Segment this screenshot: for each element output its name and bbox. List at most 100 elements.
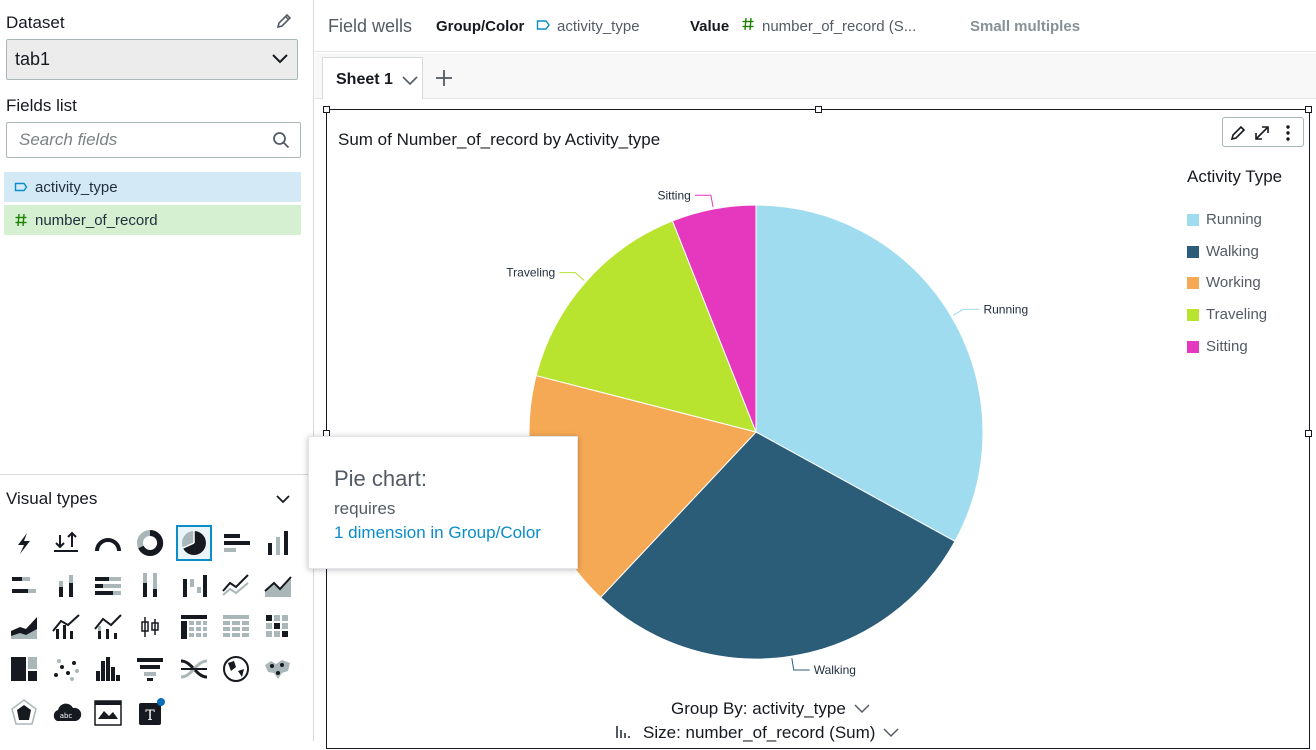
tab-sheet-1[interactable]: Sheet 1 xyxy=(322,57,423,99)
search-fields-input[interactable] xyxy=(7,123,247,157)
line-chart-icon[interactable] xyxy=(218,567,254,603)
pie-chart-icon[interactable] xyxy=(176,525,212,561)
expand-icon[interactable] xyxy=(1253,124,1271,142)
chevron-down-icon xyxy=(272,54,288,64)
pivot-table-icon[interactable] xyxy=(176,609,212,645)
sheet-tab-label: Sheet 1 xyxy=(336,71,393,88)
fields-list-label: Fields list xyxy=(6,96,77,115)
chevron-down-icon[interactable] xyxy=(275,492,291,506)
pencil-icon[interactable] xyxy=(274,11,294,31)
donut-icon[interactable] xyxy=(132,525,168,561)
pie-slice-sitting[interactable] xyxy=(671,204,757,433)
legend-label: Sitting xyxy=(1206,337,1248,355)
histogram-icon[interactable] xyxy=(90,651,126,687)
legend-item-walking[interactable]: Walking xyxy=(1187,243,1259,263)
tooltip-requirement-link[interactable]: 1 dimension in Group/Color xyxy=(334,523,541,542)
chevron-down-icon xyxy=(883,728,899,738)
narrative-icon[interactable]: T xyxy=(132,695,168,731)
tree-map-icon[interactable] xyxy=(6,651,42,687)
size-by-selector[interactable]: Size: number_of_record (Sum) xyxy=(615,723,899,743)
leader-line-sitting xyxy=(694,194,714,208)
scatter-plot-icon[interactable] xyxy=(48,651,84,687)
tooltip-requires: requires xyxy=(334,499,396,518)
field-wells-bar: Field wells Group/Color activity_type Va… xyxy=(315,0,1316,52)
autograph-icon[interactable] xyxy=(6,525,42,561)
legend-item-sitting[interactable]: Sitting xyxy=(1187,338,1248,358)
field-number-of-record[interactable]: number_of_record xyxy=(4,205,301,235)
add-sheet-icon[interactable] xyxy=(434,68,454,88)
vertical-bar-icon[interactable] xyxy=(260,525,296,561)
heat-map-icon[interactable] xyxy=(260,609,296,645)
table-icon[interactable] xyxy=(218,609,254,645)
radar-chart-icon[interactable] xyxy=(6,695,42,731)
field-name: number_of_record xyxy=(35,212,158,229)
area-line-icon[interactable] xyxy=(260,567,296,603)
slice-label-running: Running xyxy=(983,302,1028,316)
legend-item-running[interactable]: Running xyxy=(1187,211,1262,231)
sheet-tab-bar: Sheet 1 xyxy=(315,53,1316,99)
vertical-stacked-100-bar-icon[interactable] xyxy=(132,567,168,603)
legend-label: Running xyxy=(1206,211,1262,228)
group-by-label: Group By: activity_type xyxy=(671,699,846,718)
insight-icon[interactable] xyxy=(90,695,126,731)
legend-item-working[interactable]: Working xyxy=(1187,274,1261,294)
size-by-label: Size: number_of_record (Sum) xyxy=(643,723,876,742)
leader-line-traveling xyxy=(559,272,585,281)
slice-label-sitting: Sitting xyxy=(657,188,690,202)
combo-bar-line-icon[interactable] xyxy=(48,609,84,645)
resize-handle[interactable] xyxy=(815,106,822,113)
pie-slice-traveling[interactable] xyxy=(535,220,757,433)
search-icon[interactable] xyxy=(272,131,290,149)
value-well-value[interactable]: number_of_record (S... xyxy=(762,18,917,35)
visual-types-label: Visual types xyxy=(6,489,98,508)
tooltip-title: Pie chart: xyxy=(334,466,427,491)
gauge-icon[interactable] xyxy=(90,525,126,561)
pie-slice-walking[interactable] xyxy=(599,431,956,660)
legend-label: Working xyxy=(1206,274,1261,292)
combo-stacked-line-icon[interactable] xyxy=(90,609,126,645)
pie-slice-running[interactable] xyxy=(755,204,984,543)
points-on-map-icon[interactable] xyxy=(260,651,296,687)
dimension-tag-icon xyxy=(14,182,28,192)
hash-icon xyxy=(742,17,754,31)
vertical-stacked-bar-icon[interactable] xyxy=(48,567,84,603)
dataset-select[interactable]: tab1 xyxy=(6,39,298,80)
word-cloud-icon[interactable]: abc xyxy=(48,695,84,731)
legend-swatch xyxy=(1187,309,1199,322)
field-activity-type[interactable]: activity_type xyxy=(4,172,301,202)
visual-type-tooltip: Pie chart: requires 1 dimension in Group… xyxy=(308,436,578,569)
leader-line-running xyxy=(952,308,980,316)
stacked-area-icon[interactable] xyxy=(6,609,42,645)
small-multiples-well[interactable]: Small multiples xyxy=(970,18,1081,35)
svg-text:abc: abc xyxy=(60,712,73,720)
kpi-icon[interactable] xyxy=(48,525,84,561)
slice-label-traveling: Traveling xyxy=(506,266,555,280)
more-options-icon[interactable] xyxy=(1279,124,1297,142)
legend-swatch xyxy=(1187,245,1199,258)
group-color-well-value[interactable]: activity_type xyxy=(557,18,640,35)
divider xyxy=(0,474,314,475)
horizontal-stacked-bar-icon[interactable] xyxy=(6,567,42,603)
waterfall-icon[interactable] xyxy=(176,567,212,603)
box-plot-icon[interactable] xyxy=(132,609,168,645)
sankey-icon[interactable] xyxy=(176,651,212,687)
group-by-selector[interactable]: Group By: activity_type xyxy=(671,699,870,719)
filled-map-icon[interactable] xyxy=(218,651,254,687)
legend-swatch xyxy=(1187,214,1199,226)
legend-label: Traveling xyxy=(1206,306,1268,324)
pencil-icon[interactable] xyxy=(1229,124,1247,142)
chevron-down-icon[interactable] xyxy=(402,76,418,86)
funnel-icon[interactable] xyxy=(132,651,168,687)
pie-chart-visual[interactable]: Sum of Number_of_record by Activity_type… xyxy=(323,106,1312,749)
visual-title: Sum of Number_of_record by Activity_type xyxy=(338,130,661,149)
legend-title: Activity Type xyxy=(1187,167,1283,186)
resize-handle[interactable] xyxy=(1305,106,1312,113)
field-wells-toggle[interactable]: Field wells xyxy=(328,16,413,36)
horizontal-stacked-100-bar-icon[interactable] xyxy=(90,567,126,603)
horizontal-bar-icon[interactable] xyxy=(218,525,254,561)
legend-item-traveling[interactable]: Traveling xyxy=(1187,306,1267,326)
slice-label-walking: Walking xyxy=(814,663,856,677)
resize-handle[interactable] xyxy=(323,106,330,113)
resize-handle[interactable] xyxy=(1305,430,1312,437)
